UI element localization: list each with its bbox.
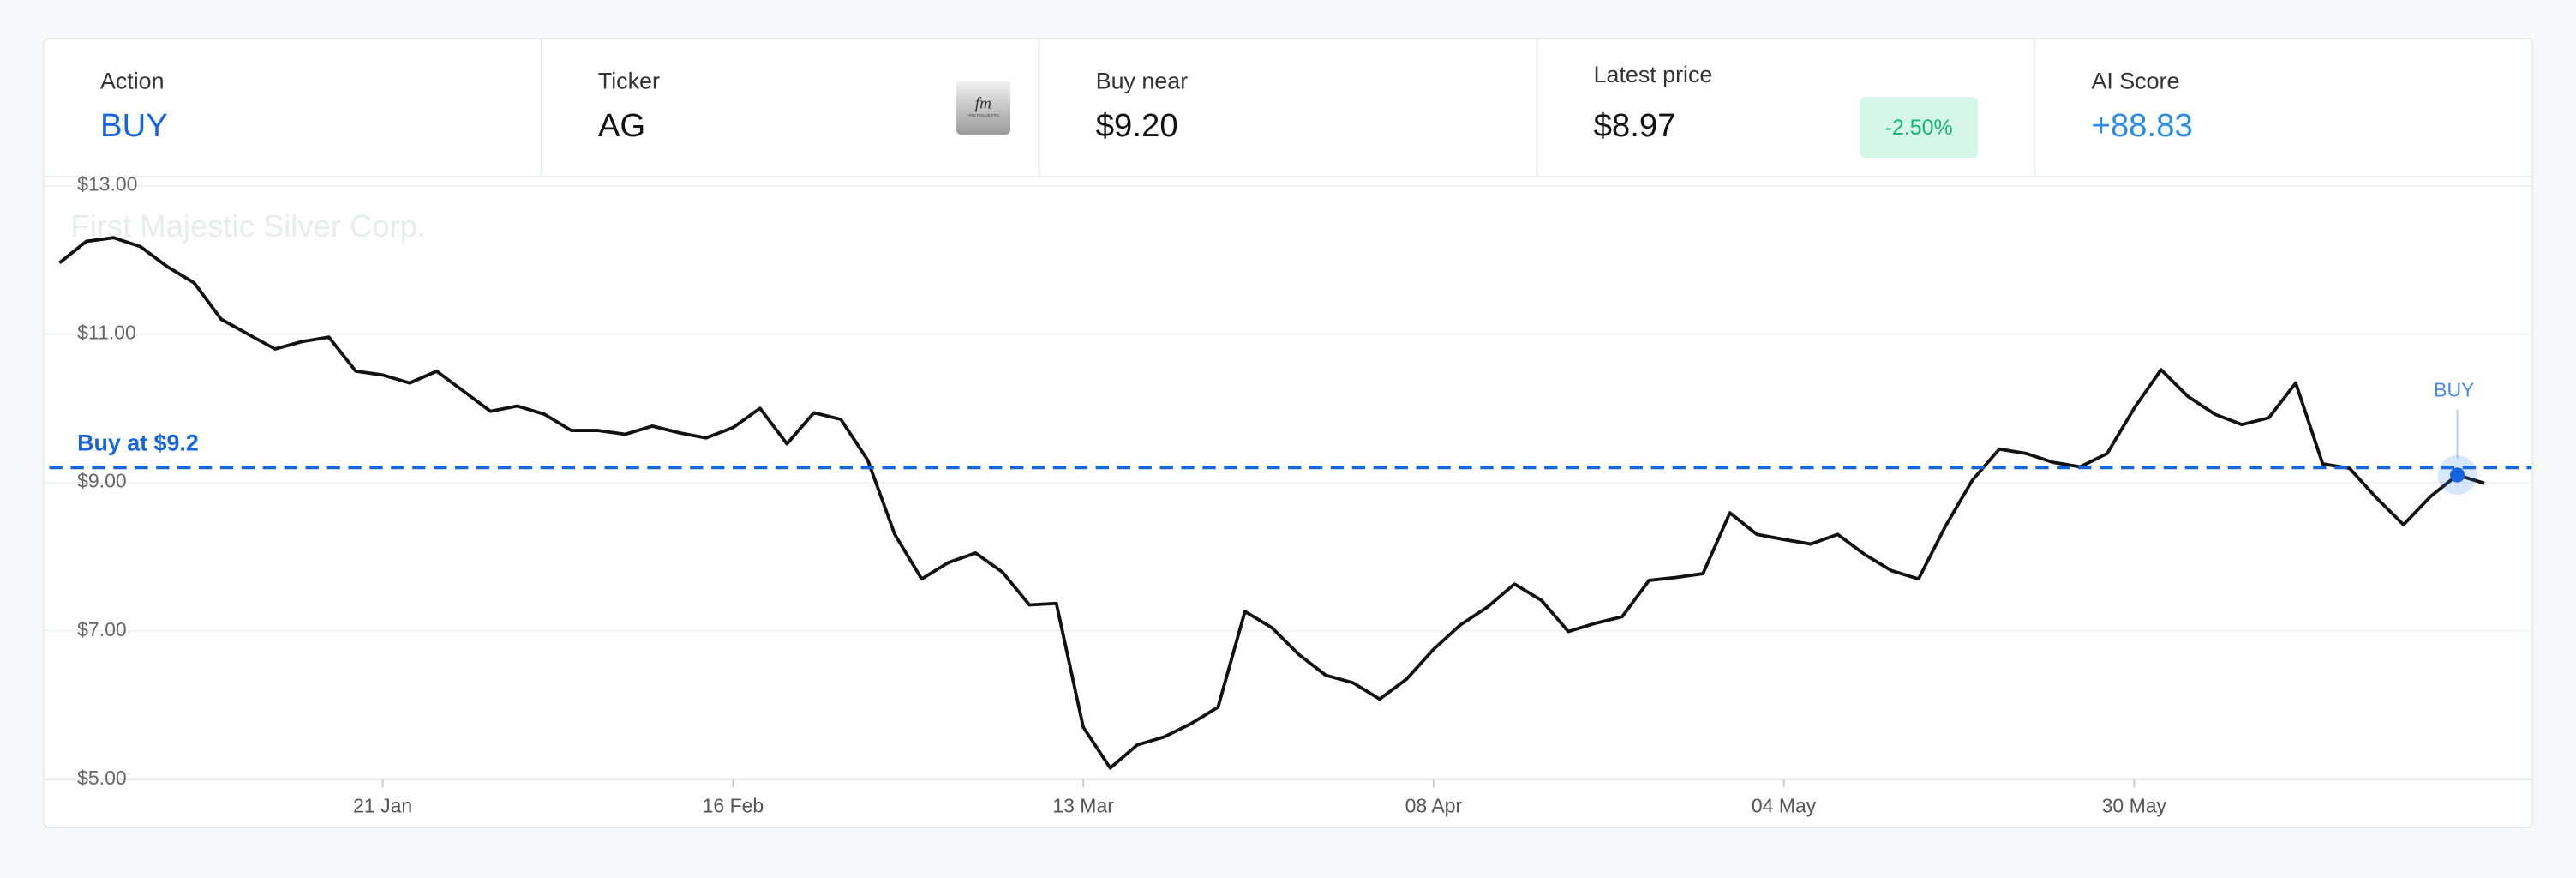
summary-header: Action BUY Ticker AG fm FIRST MAJESTIC B…	[44, 39, 2532, 178]
ai-score-cell: AI Score +88.83	[2035, 39, 2531, 176]
label: AI Score	[2091, 67, 2180, 94]
ai-score-value: +88.83	[2091, 108, 2193, 145]
annotation-label: BUY	[2434, 378, 2474, 400]
buy-near-value: $9.20	[1095, 108, 1178, 145]
action-cell: Action BUY	[45, 39, 542, 177]
x-tick-label: 08 Apr	[1405, 794, 1463, 816]
company-logo: fm FIRST MAJESTIC	[956, 80, 1011, 135]
ticker-cell: Ticker AG fm FIRST MAJESTIC	[542, 39, 1040, 177]
logo-caption: FIRST MAJESTIC	[966, 113, 1000, 119]
x-tick-label: 13 Mar	[1052, 794, 1114, 816]
y-tick-label: $13.00	[77, 173, 137, 195]
latest-price-value: $8.97	[1593, 108, 1676, 145]
reference-label: Buy at $9.2	[77, 430, 199, 456]
x-tick-label: 16 Feb	[703, 794, 764, 816]
x-tick-label: 21 Jan	[353, 794, 412, 816]
y-tick-label: $11.00	[77, 322, 136, 344]
watermark: First Majestic Silver Corp.	[70, 208, 426, 244]
label: Latest price	[1593, 60, 1713, 87]
price-line	[58, 236, 2485, 770]
x-tick-label: 04 May	[1752, 794, 1817, 816]
label: Action	[99, 67, 165, 94]
y-tick-label: $9.00	[77, 470, 127, 492]
annotation-dot	[2449, 467, 2465, 483]
buy-near-cell: Buy near $9.20	[1040, 39, 1538, 177]
change-badge: -2.50%	[1860, 97, 1979, 159]
x-tick-label: 30 May	[2102, 794, 2167, 816]
label: Ticker	[597, 67, 660, 94]
latest-price-cell: Latest price $8.97 -2.50%	[1537, 39, 2036, 177]
ticker-value: AG	[597, 108, 646, 145]
logo-mark: fm	[974, 95, 991, 114]
y-tick-label: $5.00	[77, 767, 127, 789]
action-value: BUY	[99, 108, 168, 145]
y-tick-label: $7.00	[77, 618, 127, 640]
label: Buy near	[1095, 67, 1189, 94]
